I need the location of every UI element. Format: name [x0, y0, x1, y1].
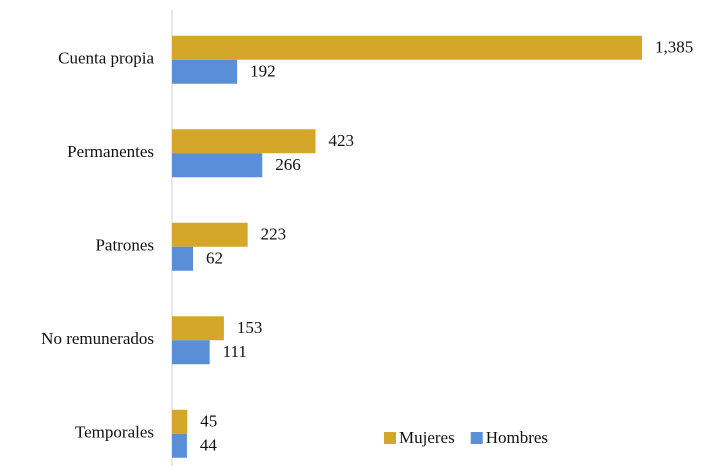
data-label: 45	[200, 412, 217, 431]
bar	[172, 129, 316, 154]
y-tick-label: Temporales	[75, 423, 154, 442]
data-label: 1,385	[655, 38, 693, 57]
legend-swatch	[470, 432, 483, 444]
data-label: 44	[200, 436, 218, 455]
bar	[172, 222, 248, 247]
bar	[172, 409, 188, 434]
data-label: 223	[261, 225, 287, 244]
bar	[172, 246, 194, 271]
legend-swatch	[384, 432, 396, 444]
bar	[172, 35, 642, 60]
bar	[172, 153, 263, 178]
bar	[172, 316, 224, 341]
data-label: 111	[223, 342, 247, 361]
bar	[172, 340, 210, 365]
data-label: 266	[275, 155, 301, 174]
legend-label: Hombres	[486, 428, 548, 447]
data-label: 62	[206, 249, 223, 268]
bar	[172, 59, 238, 84]
data-label: 153	[237, 318, 263, 337]
y-tick-label: No remunerados	[41, 329, 154, 348]
data-label: 423	[329, 131, 355, 150]
data-label: 192	[250, 62, 275, 81]
y-tick-label: Permanentes	[67, 142, 154, 161]
y-tick-label: Cuenta propia	[58, 49, 154, 68]
y-tick-label: Patrones	[95, 236, 154, 255]
bar	[172, 433, 187, 458]
legend-label: Mujeres	[399, 428, 455, 447]
